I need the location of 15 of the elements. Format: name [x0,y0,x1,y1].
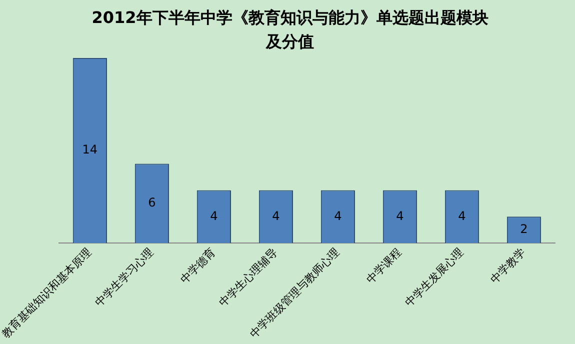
data-label: 4 [334,208,342,223]
x-tick-label: 教育基础知识和基本原理 [0,246,94,340]
x-tick-label: 中学课程 [364,246,404,286]
data-label: 6 [148,196,156,210]
data-label: 4 [272,208,280,223]
x-tick-label: 中学教学 [488,246,528,286]
data-label: 4 [458,208,466,223]
x-tick-label: 中学德育 [178,246,218,286]
data-label: 4 [210,208,218,223]
x-tick-label: 中学生发展心理 [402,246,466,310]
data-label: 14 [82,142,98,157]
chart-title: 2012年下半年中学《教育知识与能力》单选题出题模块及分值 [90,7,490,53]
data-label: 4 [396,208,404,223]
x-tick-label: 中学生学习心理 [92,246,156,310]
data-label: 2 [520,222,528,236]
